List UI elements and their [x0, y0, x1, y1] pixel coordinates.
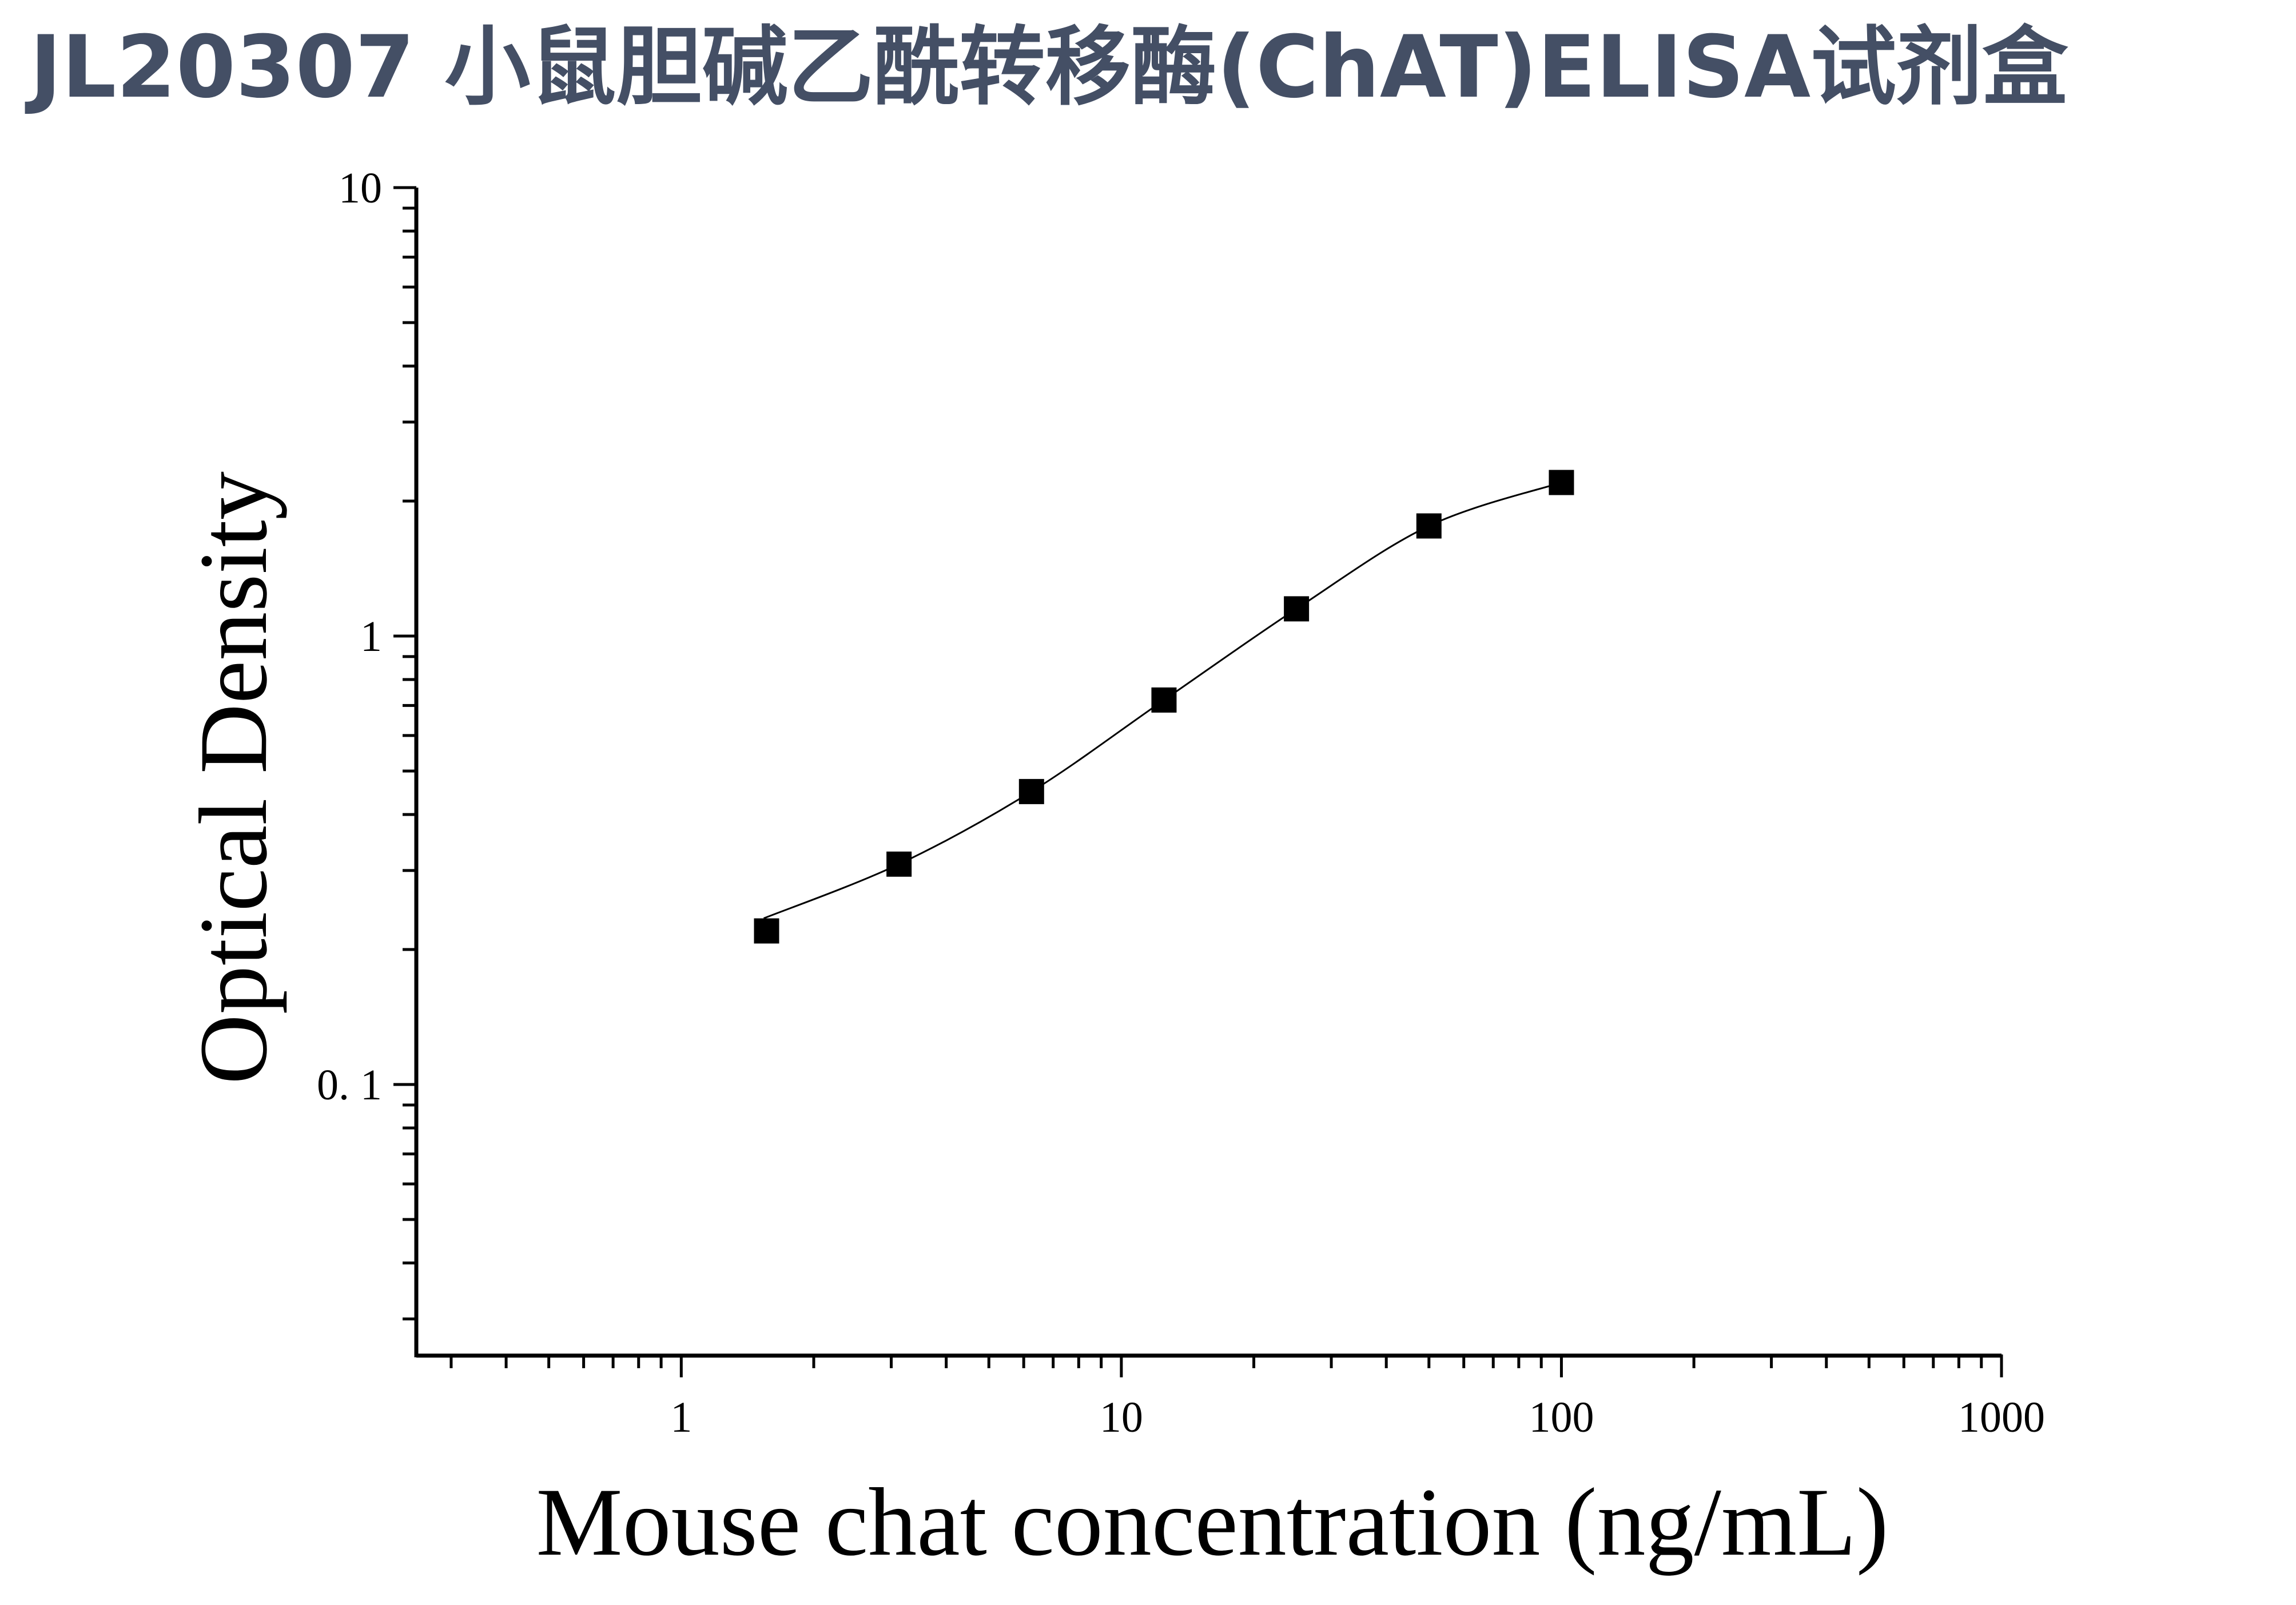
data-point: [1549, 470, 1574, 495]
x-tick-label: 10: [1100, 1393, 1143, 1441]
y-tick-label: 0. 1: [317, 1061, 382, 1109]
data-point: [1151, 687, 1177, 713]
y-tick-label: 10: [339, 164, 382, 212]
axes: [414, 188, 2001, 1358]
ticks: 1 10 100 1000 0. 1 1 10: [317, 164, 2045, 1441]
data-point: [1416, 513, 1442, 539]
y-tick-label: 1: [360, 613, 382, 661]
data-point: [754, 918, 779, 944]
x-tick-label: 100: [1529, 1393, 1594, 1441]
page-title: JL20307 小鼠胆碱乙酰转移酶(ChAT)ELISA试剂盒: [30, 18, 2068, 117]
data-point: [1284, 596, 1310, 622]
x-tick-label: 1: [670, 1393, 692, 1441]
y-axis-title: Optical Density: [180, 471, 287, 1084]
data-point: [886, 851, 912, 877]
data-points: [754, 470, 1574, 944]
data-point: [1018, 778, 1044, 804]
x-axis-title: Mouse chat concentration (ng/mL): [536, 1468, 1888, 1576]
x-tick-label: 1000: [1958, 1393, 2045, 1441]
